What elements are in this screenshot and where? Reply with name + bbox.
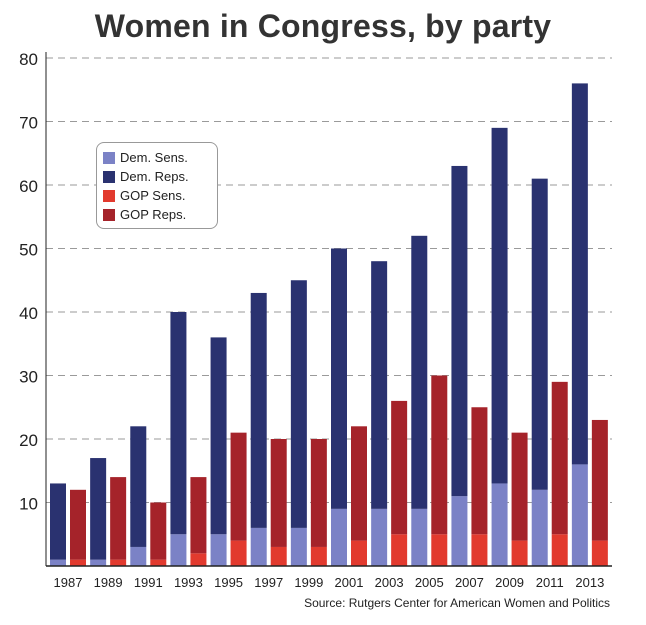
- bar-dem-reps-2013: [571, 83, 588, 465]
- legend-item-dem-sens: Dem. Sens.: [103, 148, 211, 167]
- x-tick-label-1987: 1987: [54, 575, 83, 590]
- bar-dem-sens-1991: [130, 546, 147, 566]
- bar-dem-sens-2013: [571, 464, 588, 566]
- bar-dem-sens-1995: [210, 534, 227, 566]
- legend-item-dem-reps: Dem. Reps.: [103, 167, 211, 186]
- x-tick-label-2013: 2013: [575, 575, 604, 590]
- source-note: Source: Rutgers Center for American Wome…: [304, 596, 610, 610]
- bar-dem-reps-2009: [491, 127, 508, 484]
- y-tick-label-20: 20: [19, 431, 38, 450]
- bar-dem-reps-2007: [451, 165, 468, 497]
- bar-gop-reps-1991: [150, 502, 167, 560]
- legend-swatch-gop-sens: [103, 189, 115, 202]
- y-tick-label-70: 70: [19, 114, 38, 133]
- bar-gop-sens-2005: [431, 534, 448, 566]
- legend-item-gop-sens: GOP Sens.: [103, 186, 211, 205]
- chart-title: Women in Congress, by party: [94, 8, 552, 44]
- bar-gop-reps-1987: [70, 489, 86, 560]
- bar-dem-reps-2003: [371, 261, 388, 509]
- x-tick-label-2005: 2005: [415, 575, 444, 590]
- x-tick-label-1995: 1995: [214, 575, 243, 590]
- bar-dem-reps-2005: [411, 235, 428, 509]
- bar-gop-reps-1993: [190, 477, 207, 554]
- legend-label-dem-sens: Dem. Sens.: [120, 150, 188, 165]
- legend-swatch-gop-reps: [103, 208, 115, 221]
- bar-dem-sens-2007: [451, 496, 468, 566]
- bar-gop-reps-1989: [110, 477, 127, 560]
- x-tick-label-1999: 1999: [294, 575, 323, 590]
- bar-dem-sens-2009: [491, 483, 508, 566]
- legend-swatch-dem-reps: [103, 170, 115, 183]
- legend-swatch-dem-sens: [103, 151, 115, 164]
- bar-gop-reps-2013: [591, 419, 608, 541]
- bar-dem-reps-1987: [50, 483, 66, 560]
- bar-gop-reps-1995: [230, 432, 247, 541]
- bar-dem-sens-1987: [50, 559, 66, 566]
- bar-gop-reps-2009: [511, 432, 528, 541]
- legend-label-dem-reps: Dem. Reps.: [120, 169, 189, 184]
- y-tick-label-80: 80: [19, 50, 38, 69]
- x-tick-label-2003: 2003: [375, 575, 404, 590]
- bar-gop-sens-1993: [190, 553, 207, 566]
- axes: 10 20 30 40 50 60 70 80 1987 1989 1991 1993 1995 1997…: [19, 50, 612, 590]
- bar-gop-reps-1999: [310, 439, 327, 547]
- bar-dem-sens-2011: [531, 489, 548, 566]
- bar-gop-sens-1987: [70, 559, 86, 566]
- bar-dem-reps-1997: [250, 292, 267, 528]
- bar-dem-reps-1995: [210, 337, 227, 535]
- x-tick-label-2007: 2007: [455, 575, 484, 590]
- bar-gop-sens-1989: [110, 559, 127, 566]
- bar-dem-reps-1989: [90, 458, 107, 560]
- bar-gop-sens-1997: [270, 546, 287, 566]
- bar-dem-sens-2003: [371, 508, 388, 566]
- bar-gop-sens-1999: [310, 546, 327, 566]
- bars: [50, 83, 608, 566]
- y-tick-label-10: 10: [19, 495, 38, 514]
- bar-gop-reps-2011: [551, 381, 568, 535]
- y-tick-label-30: 30: [19, 368, 38, 387]
- bar-dem-reps-2011: [531, 178, 548, 490]
- legend-label-gop-sens: GOP Sens.: [120, 188, 186, 203]
- x-tick-label-2001: 2001: [335, 575, 364, 590]
- bar-gop-sens-2009: [511, 540, 528, 566]
- bar-dem-reps-2001: [331, 248, 347, 509]
- bar-dem-sens-1999: [290, 527, 307, 566]
- y-tick-label-50: 50: [19, 241, 38, 260]
- legend-item-gop-reps: GOP Reps.: [103, 205, 211, 224]
- x-tick-label-1991: 1991: [134, 575, 163, 590]
- bar-gop-reps-2001: [351, 426, 367, 541]
- y-tick-label-60: 60: [19, 177, 38, 196]
- x-tick-label-1989: 1989: [94, 575, 123, 590]
- bar-gop-reps-2003: [391, 400, 408, 535]
- bar-dem-sens-2005: [411, 508, 428, 566]
- bar-dem-reps-1991: [130, 426, 147, 547]
- bar-gop-sens-2001: [351, 540, 367, 566]
- x-tick-label-1997: 1997: [254, 575, 283, 590]
- bar-dem-sens-1989: [90, 559, 107, 566]
- bar-gop-reps-1997: [270, 439, 287, 547]
- x-tick-label-1993: 1993: [174, 575, 203, 590]
- bar-gop-sens-1991: [150, 559, 167, 566]
- legend-label-gop-reps: GOP Reps.: [120, 207, 187, 222]
- bar-dem-reps-1999: [290, 280, 307, 528]
- bar-dem-sens-1997: [250, 527, 267, 566]
- x-tick-label-2011: 2011: [536, 575, 564, 590]
- bar-gop-reps-2005: [431, 375, 448, 535]
- bar-gop-reps-2007: [471, 407, 488, 535]
- y-tick-label-40: 40: [19, 304, 38, 323]
- bar-gop-sens-2013: [591, 540, 608, 566]
- legend: Dem. Sens. Dem. Reps. GOP Sens. GOP Reps…: [96, 142, 218, 229]
- bar-gop-sens-2007: [471, 534, 488, 566]
- bar-dem-reps-1993: [170, 312, 187, 535]
- bar-gop-sens-1995: [230, 540, 247, 566]
- bar-gop-sens-2003: [391, 534, 408, 566]
- bar-dem-sens-1993: [170, 534, 187, 566]
- bar-gop-sens-2011: [551, 534, 568, 566]
- bar-dem-sens-2001: [331, 508, 347, 566]
- x-tick-label-2009: 2009: [495, 575, 524, 590]
